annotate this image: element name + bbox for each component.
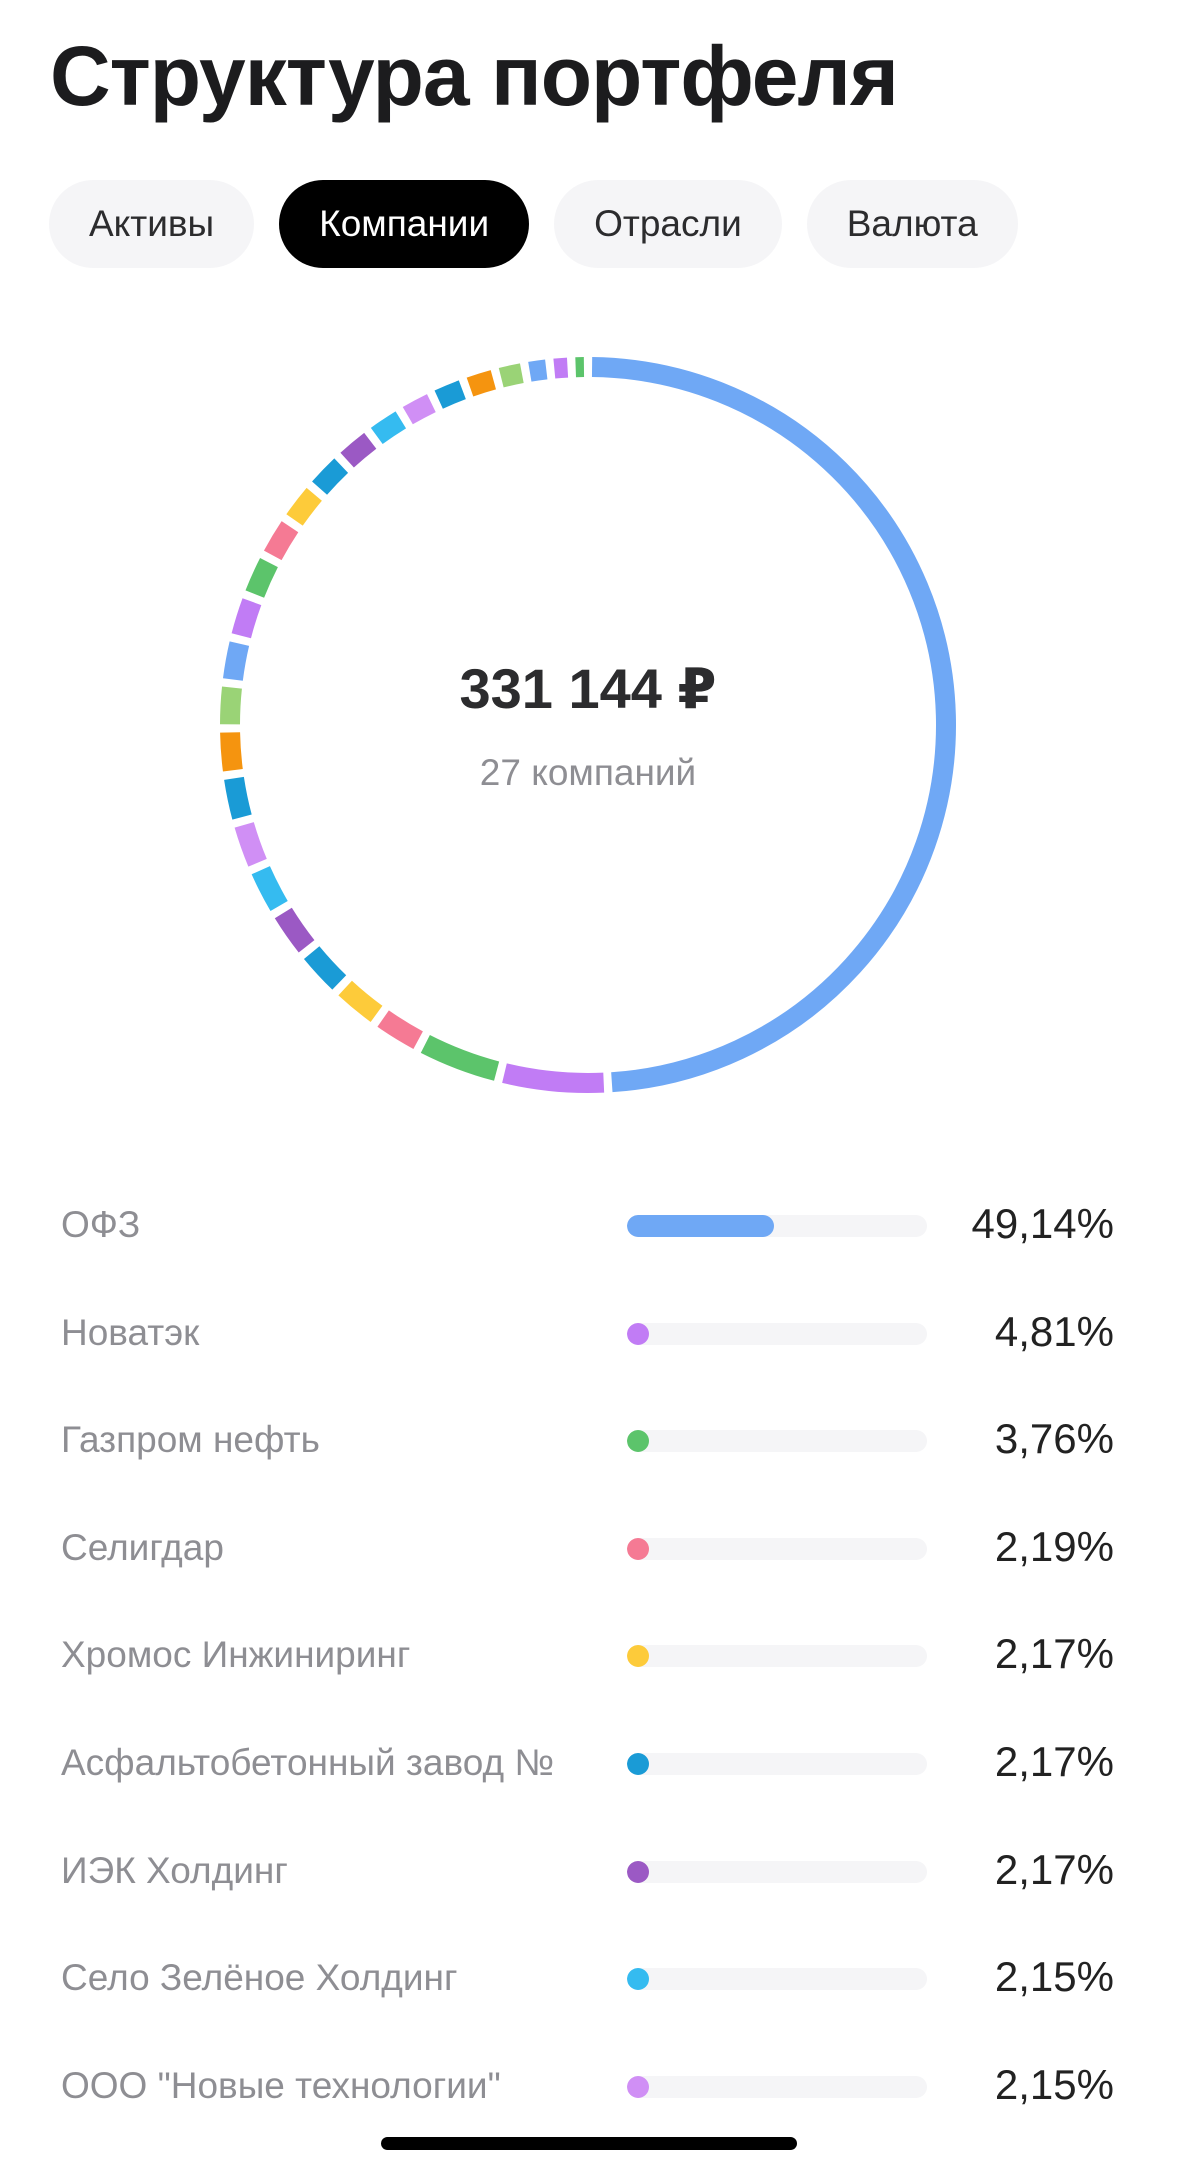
donut-segment: [220, 686, 242, 725]
donut-segment: [466, 370, 497, 397]
tab[interactable]: Активы: [49, 180, 255, 268]
donut-segment: [340, 432, 377, 468]
donut-segment: [303, 946, 347, 990]
donut-segment: [498, 363, 524, 388]
share-bar: [627, 1968, 649, 1991]
donut-segment: [591, 357, 957, 1093]
company-name: Асфальтобетонный завод №: [61, 1742, 555, 1783]
tab[interactable]: Валюта: [806, 180, 1018, 268]
page-title: Структура портфеля: [50, 29, 899, 123]
share-bar: [627, 1645, 649, 1668]
donut-segment: [234, 821, 267, 867]
share-percent: 2,17%: [994, 1845, 1114, 1893]
donut-segment: [553, 357, 569, 379]
company-row: Село Зелёное Холдинг 2,15%: [0, 1949, 1179, 2009]
share-track: [627, 1968, 927, 1991]
share-percent: 3,76%: [994, 1415, 1114, 1463]
donut-segment: [377, 1010, 423, 1049]
share-bar: [627, 1537, 649, 1560]
tab[interactable]: Компании: [279, 180, 530, 268]
company-name: ОФЗ: [61, 1204, 141, 1245]
company-name: ИЭК Холдинг: [61, 1849, 288, 1891]
donut-segment: [263, 521, 299, 561]
company-row: Асфальтобетонный завод № 2,17%: [0, 1734, 1179, 1794]
share-bar: [627, 2075, 649, 2098]
company-count: 27 компаний: [480, 752, 696, 793]
share-percent: 2,15%: [994, 2060, 1114, 2108]
donut-segment: [251, 866, 288, 912]
share-track: [627, 1215, 927, 1237]
share-percent: 49,14%: [971, 1200, 1114, 1247]
donut-segment: [231, 598, 262, 639]
company-row: ИЭК Холдинг 2,17%: [0, 1842, 1179, 1902]
donut-segment: [402, 394, 436, 425]
company-name: Новатэк: [61, 1311, 200, 1353]
donut-segment: [502, 1063, 605, 1093]
company-row: Новатэк 4,81%: [0, 1304, 1179, 1364]
share-bar: [627, 1322, 649, 1345]
share-bar: [627, 1753, 649, 1775]
company-name: ООО "Новые технологии": [61, 2064, 501, 2106]
company-row: ОФЗ 49,14%: [0, 1196, 1179, 1256]
share-track: [627, 2075, 927, 2098]
share-bar: [627, 1430, 649, 1453]
company-row: Хромос Инжиниринг 2,17%: [0, 1626, 1179, 1686]
company-row: ООО "Новые технологии" 2,15%: [0, 2057, 1179, 2117]
share-bar: [627, 1860, 649, 1883]
share-track: [627, 1753, 927, 1775]
share-track: [627, 1430, 927, 1453]
share-percent: 2,15%: [994, 1953, 1114, 2001]
company-name: Село Зелёное Холдинг: [61, 1957, 458, 1999]
donut-segment: [420, 1034, 500, 1081]
donut-segment: [220, 732, 243, 772]
total-value: 331 144 ₽: [460, 657, 717, 720]
share-bar: [627, 1215, 775, 1237]
donut-segment: [338, 980, 383, 1022]
donut-chart: 331 144 ₽ 27 компаний: [220, 357, 957, 1093]
donut-segment: [224, 776, 252, 820]
tab-bar: Активы Компании Отрасли Валюта: [49, 180, 1018, 268]
company-row: Селигдар 2,19%: [0, 1519, 1179, 1579]
donut-segment: [312, 458, 349, 495]
share-track: [627, 1645, 927, 1668]
donut-segment: [434, 380, 466, 409]
company-row: Газпром нефть 3,76%: [0, 1411, 1179, 1471]
share-track: [627, 1537, 927, 1560]
home-indicator: [381, 2137, 797, 2150]
donut-segment: [274, 907, 315, 953]
donut-segment: [528, 359, 548, 382]
share-percent: 2,19%: [994, 1522, 1114, 1570]
share-percent: 2,17%: [994, 1630, 1114, 1678]
company-name: Хромос Инжиниринг: [61, 1634, 411, 1676]
share-track: [627, 1322, 927, 1345]
tab[interactable]: Отрасли: [554, 180, 782, 268]
share-track: [627, 1860, 927, 1883]
donut-segment: [245, 558, 278, 598]
company-name: Газпром нефть: [61, 1419, 320, 1461]
share-percent: 4,81%: [994, 1307, 1114, 1355]
company-name: Селигдар: [61, 1526, 224, 1568]
donut-segment: [286, 487, 322, 526]
donut-segment: [370, 411, 407, 445]
share-percent: 2,17%: [994, 1738, 1114, 1785]
donut-segment: [222, 641, 250, 681]
